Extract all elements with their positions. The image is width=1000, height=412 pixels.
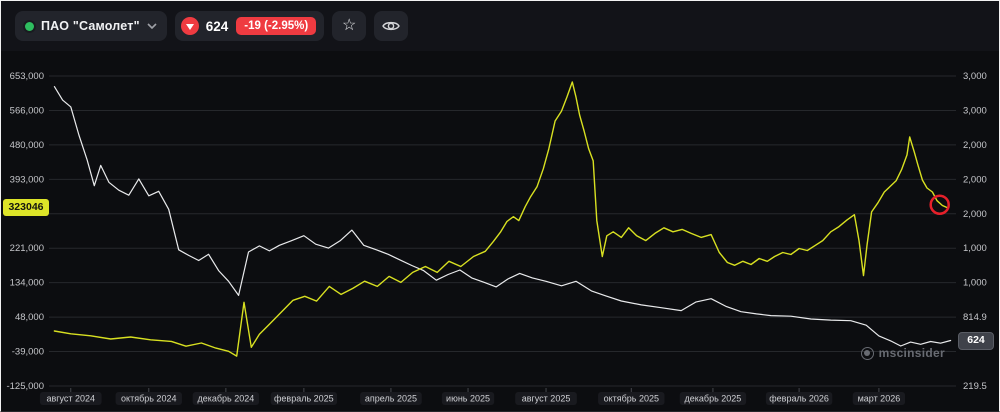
left-axis-label: -39,000 (12, 347, 44, 358)
status-dot-icon (25, 21, 34, 31)
right-axis-label: 3,000 (963, 71, 987, 82)
eye-icon (382, 21, 400, 31)
right-axis-label: 814.9 (963, 312, 987, 323)
left-axis-label: 48,000 (15, 312, 44, 323)
ticker-selector[interactable]: ПАО "Самолет" (15, 11, 167, 41)
series-line-indicator-yellow (53, 81, 948, 357)
star-icon: ☆ (342, 17, 357, 34)
x-axis-label-chip (852, 392, 906, 405)
right-axis-label: 2,000 (963, 209, 987, 220)
x-axis-label: февраль 2025 (274, 394, 334, 404)
left-axis-current-badge: 323046 (3, 199, 49, 216)
x-axis-label-chip (441, 392, 495, 405)
right-axis-label: 1,000 (963, 243, 987, 254)
left-axis-label: 393,000 (10, 174, 44, 185)
x-axis-label-chip (515, 392, 577, 405)
x-axis-label: октябрь 2025 (604, 394, 659, 404)
x-axis-label: декабрь 2025 (685, 394, 742, 404)
price-value: 624 (205, 18, 229, 34)
chevron-down-icon (147, 23, 157, 29)
x-axis-label-chip (192, 392, 260, 405)
watermark: mscinsider (860, 346, 945, 360)
x-axis-label-chip (115, 392, 182, 405)
left-axis-label: 480,000 (10, 140, 44, 151)
right-axis-label: 2,000 (963, 174, 987, 185)
right-axis-label: 3,000 (963, 105, 987, 116)
x-axis-label: август 2025 (522, 394, 571, 404)
x-axis-label: декабрь 2024 (197, 394, 254, 404)
x-axis-label-chip (39, 392, 102, 405)
x-axis-label: август 2024 (46, 394, 95, 404)
x-axis-label-chip (270, 392, 338, 405)
right-axis-label: 219.5 (963, 381, 987, 392)
toolbar: ПАО "Самолет" 624 -19 (-2.95%) ☆ (15, 11, 409, 41)
left-axis-label: 134,000 (10, 278, 44, 289)
x-axis-label: апрель 2025 (365, 394, 417, 404)
right-axis-label: 2,000 (963, 140, 987, 151)
x-axis-label: март 2026 (858, 394, 901, 404)
highlight-circle-annotation (929, 194, 950, 215)
watermark-logo-icon (860, 346, 874, 360)
x-axis-label: октябрь 2024 (121, 394, 176, 404)
favorite-button[interactable]: ☆ (332, 11, 367, 41)
x-axis-label-chip (679, 392, 747, 405)
price-change-badge: -19 (-2.95%) (236, 17, 317, 35)
right-axis-current-badge: 624 (958, 332, 994, 350)
x-axis-label-chip (598, 392, 665, 405)
watch-button[interactable] (374, 11, 409, 41)
series-line-price-white (53, 85, 952, 347)
watermark-text: mscinsider (878, 346, 945, 360)
left-axis-label: -125,000 (6, 381, 44, 392)
right-axis-label: 1,000 (963, 278, 987, 289)
x-axis-label: июнь 2025 (446, 394, 490, 404)
x-axis-label-chip (765, 392, 833, 405)
left-axis-label: 221,000 (10, 243, 44, 254)
x-axis-label: февраль 2026 (769, 394, 829, 404)
left-axis-label: 566,000 (10, 105, 44, 116)
price-down-icon (180, 17, 199, 35)
ticker-name: ПАО "Самолет" (41, 19, 140, 33)
left-axis-label: 653,000 (10, 71, 44, 82)
plot-background (1, 51, 999, 411)
x-axis-label-chip (360, 392, 422, 405)
quote-widget: 624 -19 (-2.95%) (174, 11, 325, 41)
